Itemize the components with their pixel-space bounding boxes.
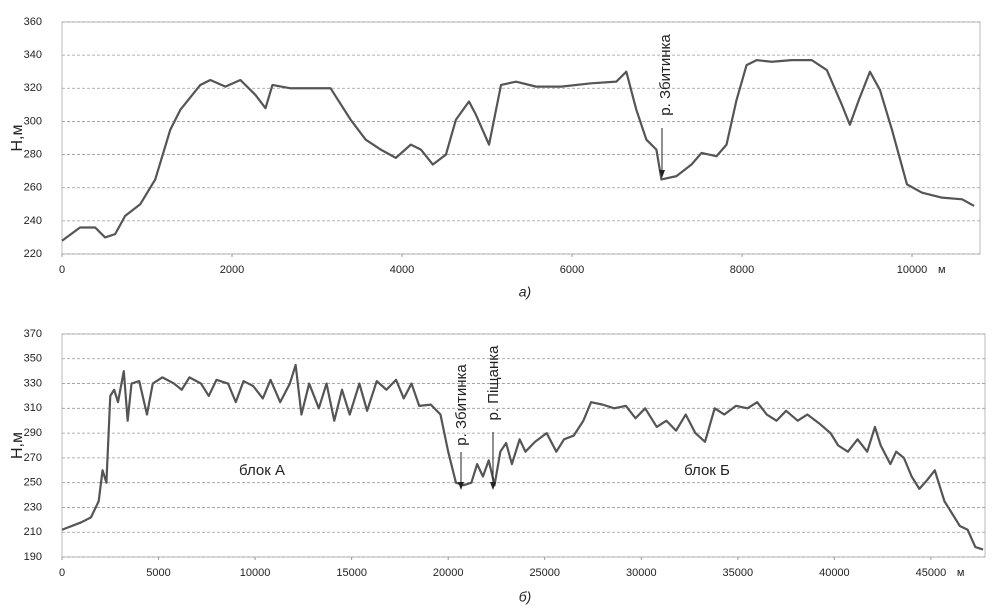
x-tick-label: 8000 (730, 264, 754, 276)
y-tick-label: 250 (24, 477, 42, 489)
y-tick-label: 270 (24, 452, 42, 464)
x-tick-label: 20000 (433, 567, 464, 579)
elevation-line (61, 363, 984, 551)
annotation-arrowhead (458, 482, 464, 490)
y-tick-label: 280 (24, 148, 42, 160)
x-tick-label: 35000 (723, 567, 754, 579)
y-tick-label: 330 (24, 377, 42, 389)
y-tick-label: 290 (24, 427, 42, 439)
caption: а) (519, 284, 531, 300)
x-unit: м (938, 264, 946, 276)
x-tick-label: 0 (59, 264, 65, 276)
y-axis-label: H,м (9, 432, 26, 459)
x-tick-label: 25000 (529, 567, 560, 579)
annotation-arrowhead (659, 170, 665, 178)
annotation: р. Збитинка (657, 34, 674, 116)
x-tick-label: 5000 (146, 567, 170, 579)
x-tick-label: 30000 (626, 567, 657, 579)
y-tick-label: 350 (24, 353, 42, 365)
x-tick-label: 15000 (336, 567, 367, 579)
x-tick-label: 0 (59, 567, 65, 579)
y-tick-label: 190 (24, 551, 42, 563)
annotation: блок Б (684, 462, 730, 479)
elevation-line (61, 59, 975, 242)
annotation-arrowhead (490, 482, 496, 490)
x-tick-label: 45000 (916, 567, 947, 579)
x-unit: м (957, 567, 965, 579)
y-tick-label: 260 (24, 182, 42, 194)
y-tick-label: 300 (24, 115, 42, 127)
annotation: блок А (239, 462, 285, 479)
y-tick-label: 240 (24, 215, 42, 227)
y-tick-label: 320 (24, 82, 42, 94)
y-axis-label: H,м (9, 125, 26, 152)
x-tick-label: 10000 (897, 264, 928, 276)
caption: б) (519, 589, 532, 605)
y-tick-label: 370 (24, 328, 42, 340)
annotation: р. Піщанка (485, 345, 502, 421)
x-tick-label: 40000 (819, 567, 850, 579)
y-tick-label: 220 (24, 248, 42, 260)
x-tick-label: 4000 (390, 264, 414, 276)
x-tick-label: 6000 (560, 264, 584, 276)
y-tick-label: 310 (24, 402, 42, 414)
annotation: р. Збитинка (453, 364, 470, 446)
y-tick-label: 340 (24, 49, 42, 61)
y-tick-label: 360 (24, 16, 42, 28)
x-tick-label: 10000 (240, 567, 271, 579)
plot-frame (61, 21, 981, 255)
y-tick-label: 230 (24, 501, 42, 513)
x-tick-label: 2000 (220, 264, 244, 276)
y-tick-label: 210 (24, 526, 42, 538)
